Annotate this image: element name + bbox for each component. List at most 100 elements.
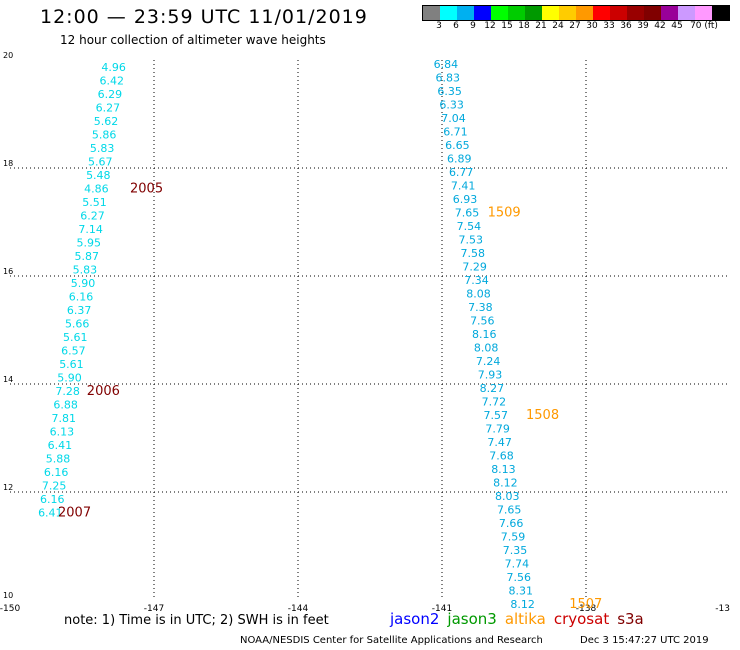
wave-height-label: 5.61 <box>59 358 84 371</box>
wave-height-label: 7.54 <box>457 220 482 233</box>
wave-height-label: 6.41 <box>48 439 73 452</box>
wave-height-label: 6.42 <box>100 74 125 87</box>
wave-height-label: 7.68 <box>489 450 514 463</box>
wave-height-label: 7.28 <box>55 385 80 398</box>
generation-timestamp: Dec 3 15:47:27 UTC 2019 <box>580 635 709 646</box>
wave-height-label: 5.83 <box>73 263 98 276</box>
color-scale-label: 21 <box>535 21 547 31</box>
x-tick-label: -144 <box>288 604 309 614</box>
wave-height-label: 6.35 <box>437 85 462 98</box>
color-swatch <box>610 6 627 20</box>
wave-height-label: 6.83 <box>436 72 461 85</box>
wave-height-label: 6.89 <box>447 153 472 166</box>
wave-height-label: 7.93 <box>478 369 503 382</box>
wave-height-label: 7.41 <box>451 180 476 193</box>
color-swatch <box>661 6 678 20</box>
wave-height-label: 6.13 <box>50 425 75 438</box>
wave-height-label: 5.88 <box>46 452 71 465</box>
wave-height-label: 7.53 <box>459 234 484 247</box>
color-swatch <box>457 6 474 20</box>
wave-height-label: 4.86 <box>84 182 109 195</box>
wave-height-label: 6.77 <box>449 166 474 179</box>
color-swatch <box>423 6 440 20</box>
time-label: 1508 <box>526 408 559 423</box>
time-label: 1509 <box>488 206 521 221</box>
color-swatch <box>525 6 542 20</box>
color-swatch <box>491 6 508 20</box>
wave-height-label: 7.72 <box>482 396 507 409</box>
wave-height-label: 5.48 <box>86 169 111 182</box>
wave-height-label: 6.27 <box>96 101 121 114</box>
color-swatch <box>576 6 593 20</box>
x-tick-label: -147 <box>144 604 164 614</box>
color-swatch <box>593 6 610 20</box>
color-scale-bar <box>422 5 730 21</box>
wave-height-label: 5.95 <box>76 236 101 249</box>
wave-height-label: 5.90 <box>57 371 82 384</box>
color-swatch <box>712 6 729 20</box>
wave-height-label: 5.51 <box>82 196 107 209</box>
legend-item-cryosat: cryosat <box>553 610 610 628</box>
wave-height-label: 7.25 <box>42 479 67 492</box>
color-swatch <box>695 6 712 20</box>
color-scale-label: 12 <box>484 21 496 31</box>
color-swatch <box>559 6 576 20</box>
color-scale-label: 27 <box>569 21 581 31</box>
wave-height-label: 7.29 <box>462 261 487 274</box>
wave-height-label: 7.66 <box>499 517 524 530</box>
legend-item-jason2: jason2 <box>390 610 440 628</box>
chart-subtitle: 12 hour collection of altimeter wave hei… <box>60 33 326 47</box>
wave-height-label: 8.08 <box>474 342 499 355</box>
color-scale-labels: 3 6 9 12 15 18 21 24 27 30 33 36 39 42 45 70 (ft) <box>422 21 740 33</box>
wave-height-label: 8.13 <box>491 463 516 476</box>
wave-height-label: 6.16 <box>40 493 65 506</box>
color-scale-label: 30 <box>586 21 598 31</box>
wave-height-label: 6.41 <box>38 506 63 519</box>
wave-height-label: 8.12 <box>493 477 518 490</box>
wave-height-label: 5.90 <box>71 277 96 290</box>
color-swatch <box>508 6 525 20</box>
wave-height-label: 8.12 <box>510 598 535 611</box>
x-tick-label: -13 <box>715 604 730 614</box>
wave-height-label: 6.57 <box>61 344 86 357</box>
satellite-legend: jason2 jason3 altika cryosat s3a <box>390 610 652 628</box>
wave-height-label: 4.96 <box>101 61 126 74</box>
color-scale-label: 24 <box>552 21 564 31</box>
y-tick-label: 20 <box>3 51 13 60</box>
wave-height-label: 7.04 <box>441 112 466 125</box>
wave-height-label: 6.27 <box>80 209 105 222</box>
color-swatch <box>474 6 491 20</box>
wave-height-label: 6.29 <box>98 88 123 101</box>
y-tick-label: 14 <box>3 375 13 384</box>
wave-height-label: 6.37 <box>67 304 92 317</box>
wave-height-label: 5.67 <box>88 155 113 168</box>
time-label: 2007 <box>58 505 91 520</box>
wave-height-label: 7.57 <box>484 409 509 422</box>
color-scale-label: 6 <box>453 21 459 31</box>
footer-note: note: 1) Time is in UTC; 2) SWH is in fe… <box>64 613 329 628</box>
wave-height-label: 6.84 <box>434 58 459 71</box>
wave-height-label: 7.65 <box>497 504 522 517</box>
color-swatch <box>644 6 661 20</box>
color-scale-label: 45 <box>671 21 683 31</box>
wave-height-label: 7.47 <box>487 436 512 449</box>
x-tick-label: -150 <box>0 604 20 614</box>
color-swatch <box>678 6 695 20</box>
wave-height-label: 5.66 <box>65 317 90 330</box>
wave-height-label: 8.16 <box>472 328 497 341</box>
legend-item-jason3: jason3 <box>447 610 497 628</box>
y-tick-label: 10 <box>3 591 13 600</box>
color-scale-label: 3 <box>436 21 442 31</box>
color-scale-label: 9 <box>470 21 476 31</box>
legend-item-altika: altika <box>504 610 546 628</box>
wave-height-label: 8.27 <box>480 382 505 395</box>
wave-height-label: 5.83 <box>90 142 115 155</box>
y-tick-label: 12 <box>3 483 13 492</box>
wave-height-label: 7.58 <box>460 247 485 260</box>
wave-height-label: 7.38 <box>468 301 493 314</box>
legend-item-s3a: s3a <box>617 610 644 628</box>
wave-height-label: 5.62 <box>94 115 119 128</box>
color-swatch <box>542 6 559 20</box>
wave-height-label: 7.59 <box>501 531 526 544</box>
wave-height-label: 6.33 <box>439 99 464 112</box>
